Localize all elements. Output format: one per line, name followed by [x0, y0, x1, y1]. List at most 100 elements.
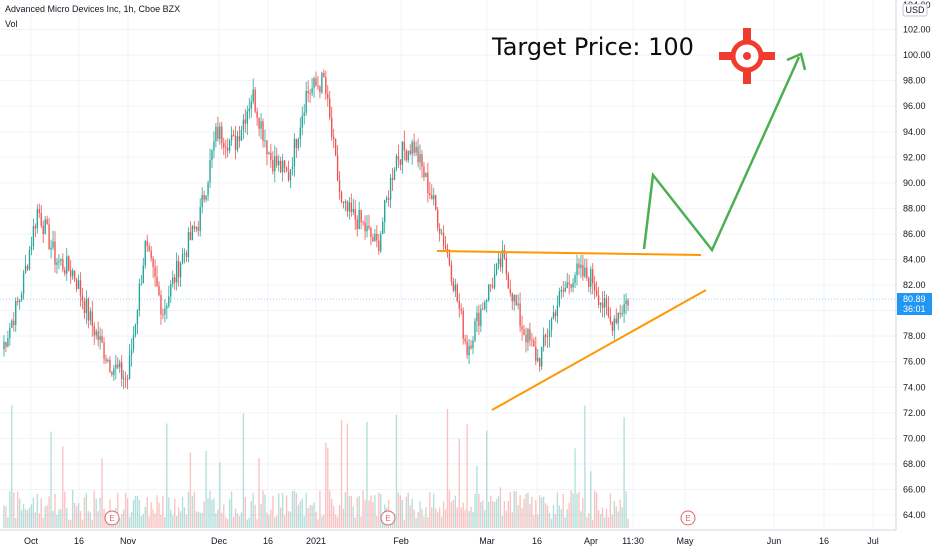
volume-bar [360, 516, 362, 528]
candle-body [468, 345, 470, 356]
candle-body [44, 219, 46, 235]
candle-body [134, 324, 137, 336]
volume-bar [64, 491, 66, 528]
volume-bar [466, 424, 468, 528]
svg-text:E: E [685, 514, 690, 523]
candle-body [554, 312, 557, 317]
candle-body [497, 258, 500, 265]
candle-body [409, 150, 411, 155]
volume-bar [450, 501, 453, 528]
projection-arrowhead [786, 52, 807, 71]
candle-body [535, 346, 537, 361]
projection-path[interactable] [642, 56, 801, 253]
candle-body [521, 326, 523, 330]
volume-bar [621, 507, 623, 528]
earnings-marker[interactable]: E [680, 510, 696, 526]
volume-bar [85, 493, 88, 528]
candle-body [266, 140, 268, 155]
candle-body [215, 126, 217, 142]
volume-bar [95, 498, 97, 528]
price-tick-label: 98.00 [903, 76, 926, 86]
volume-bar [246, 519, 248, 528]
candle-body [539, 357, 541, 367]
earnings-marker[interactable]: E [104, 510, 120, 526]
volume-bar [276, 515, 278, 528]
volume-bar [366, 421, 368, 528]
support-line[interactable] [491, 289, 707, 411]
candle-body [97, 331, 99, 341]
volume-bar [376, 515, 378, 528]
volume-bar [187, 491, 190, 528]
volume-bar [156, 495, 158, 528]
volume-bar [552, 505, 555, 528]
candle-body [11, 320, 13, 328]
volume-bar [493, 501, 496, 528]
candle-body [552, 312, 555, 319]
volume-bar [293, 490, 296, 528]
candle-body [597, 295, 600, 305]
volume-bar [325, 442, 327, 528]
candle-body [142, 265, 144, 284]
volume-bar [236, 513, 239, 528]
time-axis[interactable]: Oct 16 Nov Dec 16 2021 Feb Mar 16 Apr 11:30 May Jun 1… [0, 529, 896, 546]
volume-bar [423, 516, 425, 528]
candle-body [323, 72, 325, 78]
volume-bar [75, 505, 78, 528]
candle-body [378, 240, 380, 252]
volume-bar [338, 505, 341, 528]
currency-badge[interactable] [902, 3, 928, 17]
volume-bar [554, 513, 557, 528]
candle-body [73, 270, 76, 280]
candle-body [615, 318, 617, 324]
volume-bar [531, 496, 533, 528]
candle-body [541, 346, 543, 367]
candle-body [85, 299, 88, 314]
candle-body [13, 320, 15, 325]
candle-body [601, 302, 604, 308]
candle-body [607, 306, 610, 317]
price-tick-label: 74.00 [903, 382, 926, 392]
price-tick-label: 72.00 [903, 408, 926, 418]
candle-body [197, 227, 199, 231]
svg-text:E: E [385, 514, 390, 523]
volume-bar [346, 423, 349, 528]
volume-bar [546, 505, 549, 528]
candle-body [228, 140, 231, 151]
candle-body [303, 112, 305, 116]
volume-bar [415, 518, 417, 528]
volume-bar [73, 503, 76, 528]
price-tick-label: 66.00 [903, 484, 926, 494]
volume-bar [24, 509, 27, 528]
volume-bar [152, 509, 154, 528]
candle-body [93, 325, 95, 336]
volume-bar [301, 498, 303, 528]
candle-body [211, 150, 213, 161]
candle-body [124, 378, 127, 380]
earnings-marker[interactable]: E [380, 510, 396, 526]
candle-body [279, 160, 282, 173]
volume-bar [122, 509, 125, 528]
volume-bar [486, 430, 488, 528]
volume-bar [368, 500, 370, 528]
candle-body [274, 156, 276, 172]
price-axis[interactable]: 102.00 100.00 98.00 96.00 94.00 92.00 90.00 88.… [895, 0, 932, 530]
volume-bar [309, 504, 311, 528]
volume-bar [278, 493, 280, 528]
volume-bar [258, 458, 260, 528]
volume-bar [603, 517, 606, 528]
volume-bar [539, 495, 541, 528]
candle-body [248, 108, 250, 112]
candle-body [474, 321, 476, 341]
candle-body [397, 155, 400, 160]
candle-body [448, 253, 451, 265]
time-tick-label: Feb [393, 536, 409, 546]
candle-body [603, 298, 606, 308]
resistance-line[interactable] [436, 250, 702, 256]
volume-bar [281, 492, 284, 528]
candle-body [46, 219, 48, 225]
volume-bar [525, 493, 527, 528]
volume-bar [468, 510, 470, 528]
time-tick-label: 16 [532, 536, 542, 546]
candle-body [285, 167, 288, 172]
